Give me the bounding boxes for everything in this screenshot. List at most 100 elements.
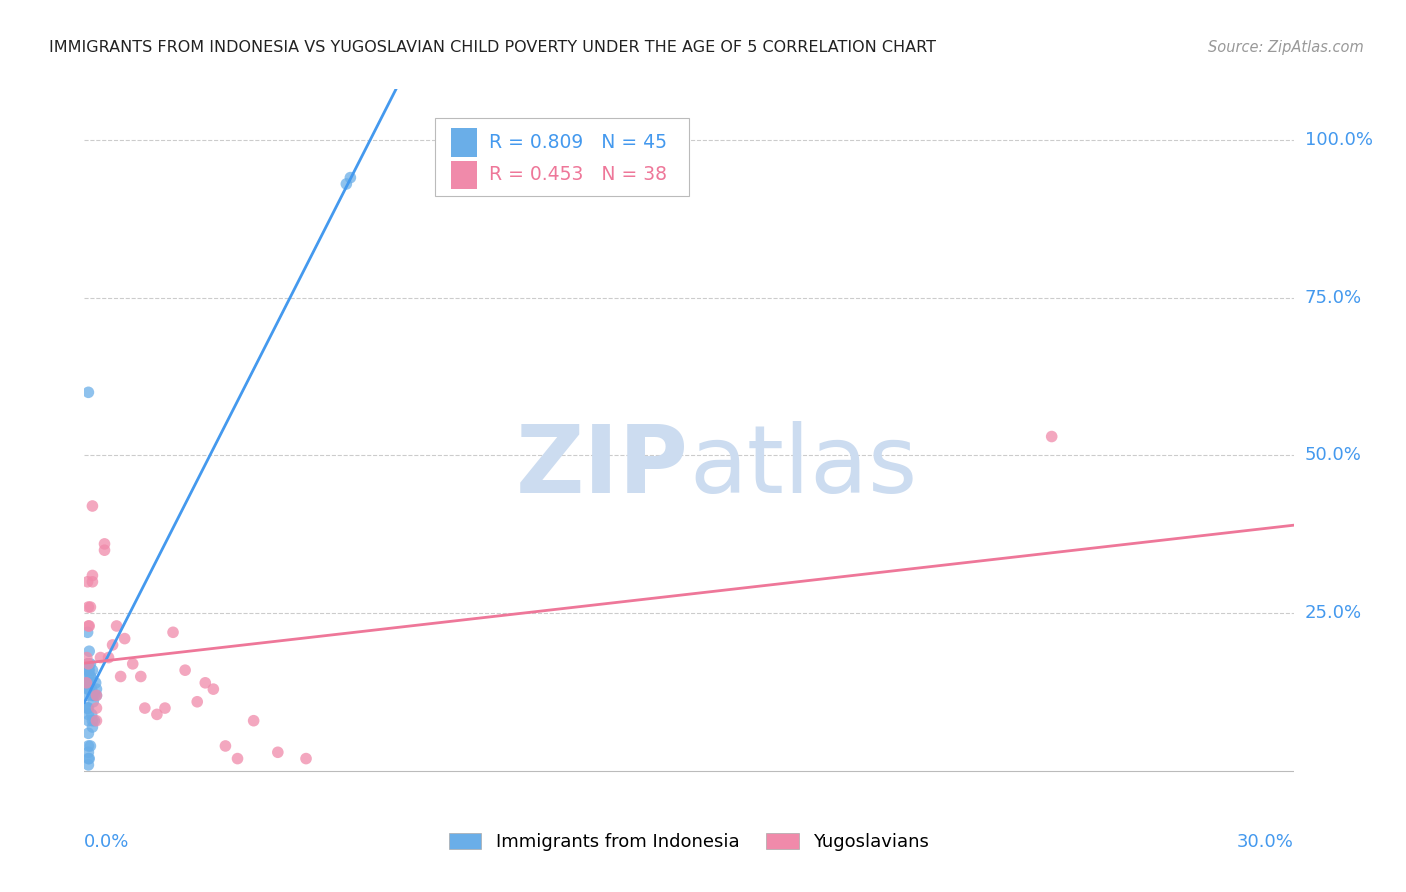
Bar	[451, 128, 478, 157]
Point	[76, 657, 98, 671]
Point	[76, 675, 98, 690]
Point	[114, 632, 136, 646]
Point	[194, 675, 217, 690]
Point	[77, 707, 100, 722]
Text: Source: ZipAtlas.com: Source: ZipAtlas.com	[1208, 40, 1364, 55]
Point	[77, 644, 100, 658]
Point	[77, 701, 100, 715]
Point	[82, 720, 104, 734]
Text: 25.0%: 25.0%	[1305, 605, 1362, 623]
Point	[79, 739, 101, 753]
Point	[242, 714, 264, 728]
Point	[77, 751, 100, 765]
Point	[76, 689, 98, 703]
Point	[339, 170, 361, 185]
Text: 50.0%: 50.0%	[1305, 447, 1361, 465]
Point	[82, 568, 104, 582]
Point	[214, 739, 236, 753]
Point	[79, 657, 101, 671]
Point	[76, 650, 98, 665]
Point	[82, 663, 104, 677]
Point	[84, 675, 107, 690]
Point	[77, 675, 100, 690]
Point	[75, 663, 97, 677]
Text: R = 0.809   N = 45: R = 0.809 N = 45	[489, 133, 668, 153]
Point	[86, 682, 108, 697]
Y-axis label: Child Poverty Under the Age of 5: Child Poverty Under the Age of 5	[0, 310, 8, 582]
Point	[162, 625, 184, 640]
Point	[110, 669, 132, 683]
Point	[121, 657, 143, 671]
Point	[335, 177, 357, 191]
Point	[105, 619, 128, 633]
Point	[93, 537, 115, 551]
Point	[82, 714, 104, 728]
Point	[93, 543, 115, 558]
Legend: Immigrants from Indonesia, Yugoslavians: Immigrants from Indonesia, Yugoslavians	[441, 825, 936, 858]
Point	[79, 669, 101, 683]
Point	[267, 745, 290, 759]
Point	[77, 745, 100, 759]
Text: atlas: atlas	[689, 421, 917, 514]
Point	[86, 714, 108, 728]
Text: 0.0%: 0.0%	[84, 833, 129, 851]
Point	[80, 707, 103, 722]
Point	[83, 714, 105, 728]
Point	[82, 695, 104, 709]
Point	[79, 600, 101, 615]
Text: 100.0%: 100.0%	[1305, 131, 1372, 149]
Point	[86, 689, 108, 703]
Point	[82, 499, 104, 513]
Point	[295, 751, 318, 765]
Point	[77, 682, 100, 697]
Text: IMMIGRANTS FROM INDONESIA VS YUGOSLAVIAN CHILD POVERTY UNDER THE AGE OF 5 CORREL: IMMIGRANTS FROM INDONESIA VS YUGOSLAVIAN…	[49, 40, 936, 55]
Text: R = 0.453   N = 38: R = 0.453 N = 38	[489, 165, 668, 185]
Point	[1040, 429, 1063, 443]
Point	[77, 751, 100, 765]
Point	[146, 707, 169, 722]
Point	[77, 758, 100, 772]
Point	[82, 574, 104, 589]
Point	[80, 682, 103, 697]
Text: 30.0%: 30.0%	[1237, 833, 1294, 851]
Point	[76, 701, 98, 715]
Point	[86, 689, 108, 703]
Point	[77, 669, 100, 683]
Point	[83, 689, 105, 703]
Point	[134, 701, 156, 715]
FancyBboxPatch shape	[434, 118, 689, 196]
Text: 75.0%: 75.0%	[1305, 289, 1362, 307]
Point	[76, 574, 98, 589]
Point	[77, 726, 100, 740]
Point	[77, 600, 100, 615]
Point	[79, 669, 101, 683]
Text: ZIP: ZIP	[516, 421, 689, 514]
Point	[89, 650, 111, 665]
Point	[186, 695, 208, 709]
Point	[77, 682, 100, 697]
Point	[77, 739, 100, 753]
Point	[77, 675, 100, 690]
Point	[82, 689, 104, 703]
Point	[77, 663, 100, 677]
Bar	[451, 161, 478, 189]
Point	[97, 650, 120, 665]
Point	[153, 701, 176, 715]
Point	[77, 385, 100, 400]
Point	[77, 619, 100, 633]
Point	[77, 714, 100, 728]
Point	[129, 669, 152, 683]
Point	[174, 663, 197, 677]
Point	[77, 657, 100, 671]
Point	[77, 663, 100, 677]
Point	[77, 682, 100, 697]
Point	[77, 657, 100, 671]
Point	[76, 701, 98, 715]
Point	[101, 638, 124, 652]
Point	[77, 619, 100, 633]
Point	[86, 701, 108, 715]
Point	[76, 625, 98, 640]
Point	[226, 751, 249, 765]
Point	[75, 675, 97, 690]
Point	[202, 682, 225, 697]
